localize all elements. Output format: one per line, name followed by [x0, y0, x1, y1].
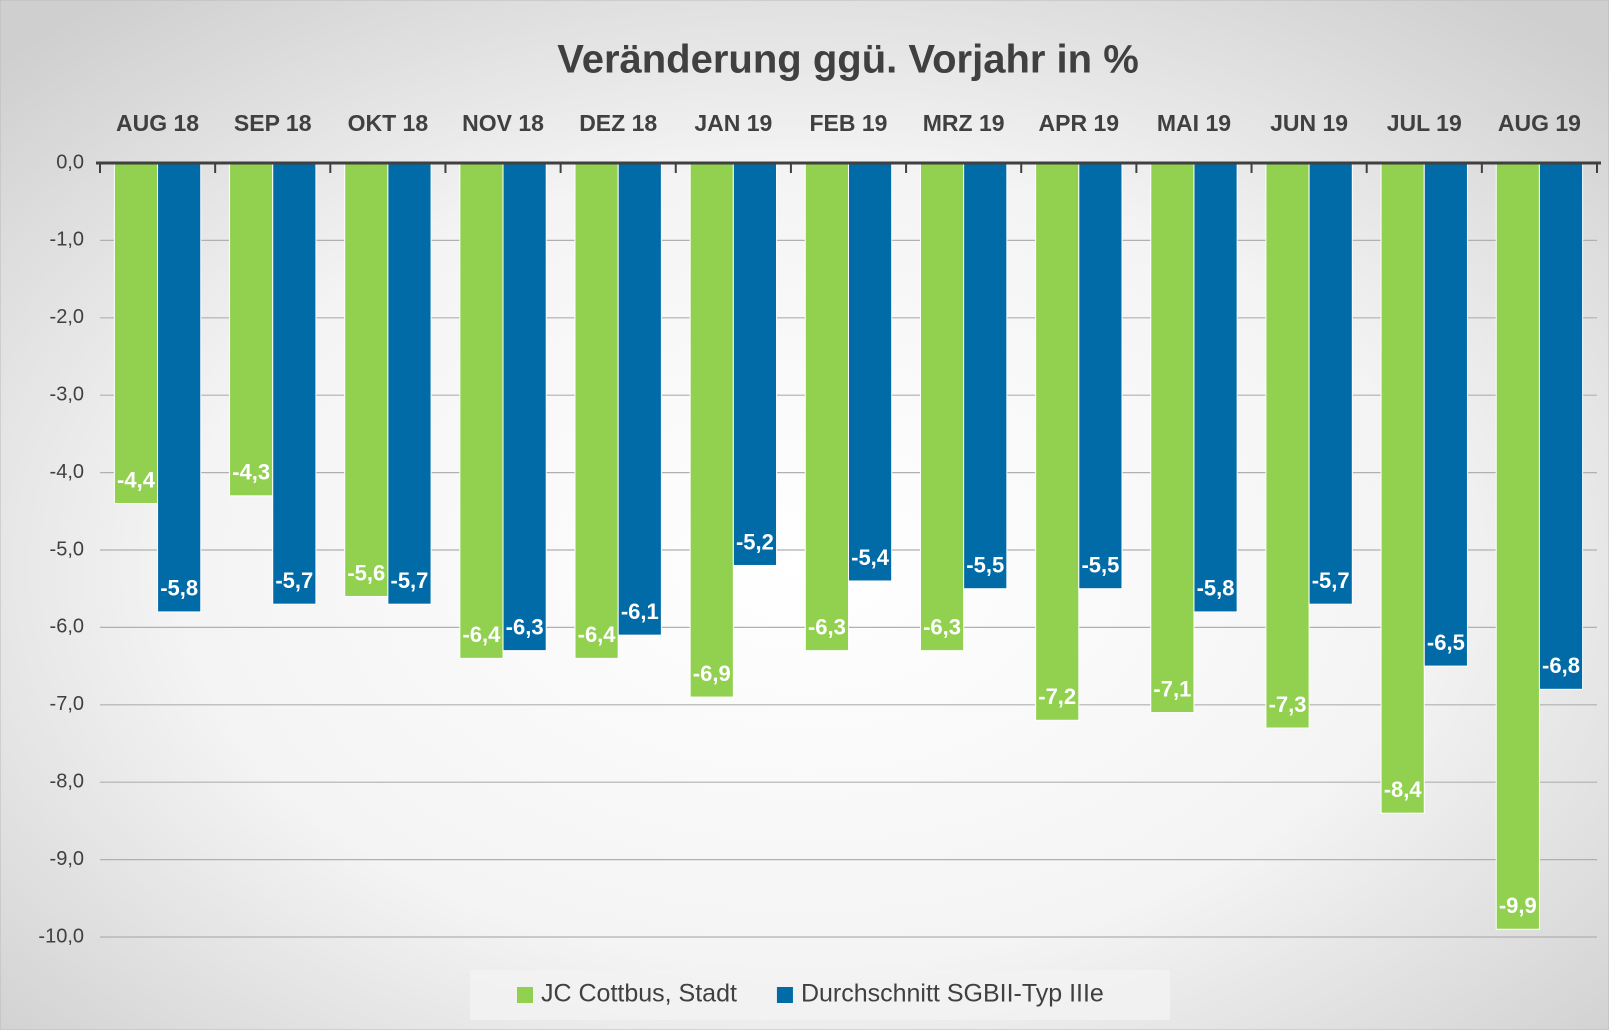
data-label: -6,1	[621, 599, 659, 624]
x-tick-label: MAI 19	[1157, 110, 1231, 136]
data-label: -6,3	[506, 614, 544, 639]
data-label: -9,9	[1499, 893, 1537, 918]
y-tick-label: -9,0	[50, 848, 84, 870]
x-tick-label: NOV 18	[462, 110, 544, 136]
data-label: -6,3	[923, 614, 961, 639]
x-tick-label: AUG 18	[116, 110, 199, 136]
bar	[272, 162, 317, 605]
bar	[732, 162, 778, 566]
bar	[1423, 162, 1468, 667]
y-tick-label: -7,0	[50, 693, 84, 715]
data-label: -6,9	[693, 661, 731, 686]
bar	[113, 162, 159, 505]
x-tick-label: OKT 18	[348, 110, 429, 136]
data-label: -6,5	[1427, 630, 1465, 655]
bar	[1035, 162, 1080, 721]
bar	[1308, 162, 1353, 605]
legend-label: Durchschnitt SGBII-Typ IIIe	[801, 980, 1104, 1008]
x-tick-label: APR 19	[1039, 110, 1120, 136]
x-tick-label: DEZ 18	[579, 110, 657, 136]
bar	[919, 162, 965, 652]
data-label: -7,3	[1269, 692, 1307, 717]
legend-label: JC Cottbus, Stadt	[541, 980, 737, 1008]
y-tick-label: -5,0	[50, 538, 84, 560]
bar	[1193, 162, 1238, 613]
x-tick-label: JUN 19	[1270, 110, 1348, 136]
data-label: -5,7	[275, 568, 313, 593]
bar	[1380, 162, 1425, 814]
bar	[387, 162, 432, 605]
data-label: -4,3	[232, 460, 270, 485]
bar	[963, 162, 1008, 590]
x-tick-label: SEP 18	[234, 110, 312, 136]
x-tick-label: JUL 19	[1387, 110, 1462, 136]
data-label: -6,4	[462, 622, 501, 647]
bar	[502, 162, 547, 652]
data-label: -6,8	[1542, 653, 1580, 678]
legend-box	[470, 970, 1170, 1020]
data-label: -5,7	[1312, 568, 1350, 593]
data-label: -7,2	[1038, 684, 1076, 709]
x-tick-label: JAN 19	[694, 110, 772, 136]
data-label: -5,6	[347, 560, 385, 585]
y-tick-label: -6,0	[50, 616, 84, 638]
data-label: -5,2	[736, 529, 774, 554]
y-tick-label: -3,0	[50, 383, 84, 405]
bar	[689, 162, 734, 698]
data-label: -5,4	[851, 545, 890, 570]
legend-swatch	[517, 987, 533, 1003]
chart-title: Veränderung ggü. Vorjahr in %	[557, 38, 1139, 82]
bar	[229, 162, 274, 497]
x-tick-label: MRZ 19	[923, 110, 1005, 136]
data-label: -5,7	[391, 568, 429, 593]
y-tick-label: -8,0	[50, 770, 84, 792]
data-label: -5,8	[1197, 576, 1235, 601]
data-label: -8,4	[1384, 777, 1423, 802]
data-label: -6,3	[808, 614, 846, 639]
bar	[1265, 162, 1310, 729]
y-tick-label: -1,0	[50, 229, 84, 251]
bar	[157, 162, 202, 613]
data-label: -6,4	[578, 622, 617, 647]
bar	[574, 162, 619, 659]
data-label: -5,5	[966, 553, 1004, 578]
x-tick-label: AUG 19	[1498, 110, 1581, 136]
y-tick-label: 0,0	[56, 151, 84, 173]
data-label: -5,8	[160, 576, 198, 601]
bar	[804, 162, 850, 652]
legend-swatch	[776, 987, 793, 1003]
bar	[1538, 162, 1584, 690]
bar	[459, 162, 504, 659]
x-tick-label: FEB 19	[810, 110, 888, 136]
data-label: -7,1	[1153, 676, 1191, 701]
bar	[617, 162, 662, 636]
y-tick-label: -4,0	[50, 461, 84, 483]
y-tick-label: -2,0	[50, 306, 84, 328]
bar	[344, 162, 389, 597]
data-label: -5,5	[1081, 553, 1119, 578]
bar	[1495, 162, 1540, 930]
bar	[1078, 162, 1123, 590]
bar	[1150, 162, 1195, 714]
y-tick-label: -10,0	[38, 925, 84, 947]
bar	[848, 162, 893, 582]
data-label: -4,4	[117, 467, 156, 492]
